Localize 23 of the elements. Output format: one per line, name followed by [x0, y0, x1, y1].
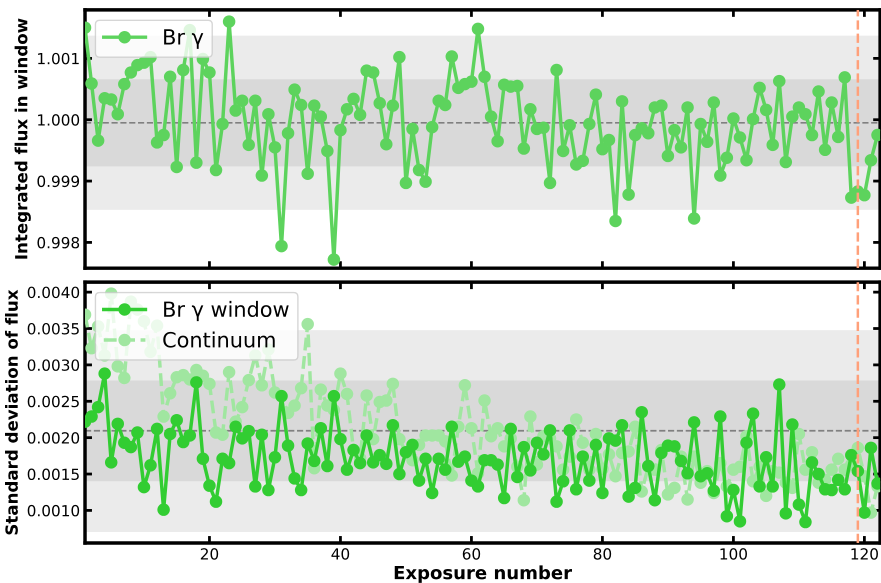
x-tick-label: 20	[200, 548, 218, 560]
y-tick-label: 0.0015	[28, 468, 79, 480]
x-tick-label: 60	[462, 548, 480, 560]
x-axis-title: Exposure number	[394, 565, 572, 583]
y-tick-label: 1.001	[38, 52, 79, 64]
x-tick-label: 40	[331, 548, 350, 560]
y-tick-label: 0.0025	[28, 396, 79, 408]
y-tick-label: 0.999	[37, 176, 80, 188]
x-tick-label: 120	[852, 548, 878, 560]
y-tick-label: 0.0010	[28, 504, 80, 516]
y-tick-label: 0.0030	[28, 359, 80, 371]
y-axis-title: Standard deviation of flux	[5, 290, 18, 534]
legend-label: Continuum	[163, 332, 275, 348]
legend-label: Br γ	[164, 29, 204, 49]
x-tick-label: 80	[594, 548, 612, 560]
y-tick-label: 0.0035	[28, 322, 79, 335]
x-tick-label: 100	[720, 548, 747, 560]
y-tick-label: 0.998	[37, 236, 80, 248]
y-tick-label: 1.000	[38, 114, 80, 126]
legend-label: Br γ window	[164, 300, 289, 322]
y-axis-title: Integrated flux in window	[14, 18, 31, 259]
y-tick-label: 0.0040	[28, 286, 80, 298]
y-tick-label: 0.0020	[28, 432, 80, 444]
